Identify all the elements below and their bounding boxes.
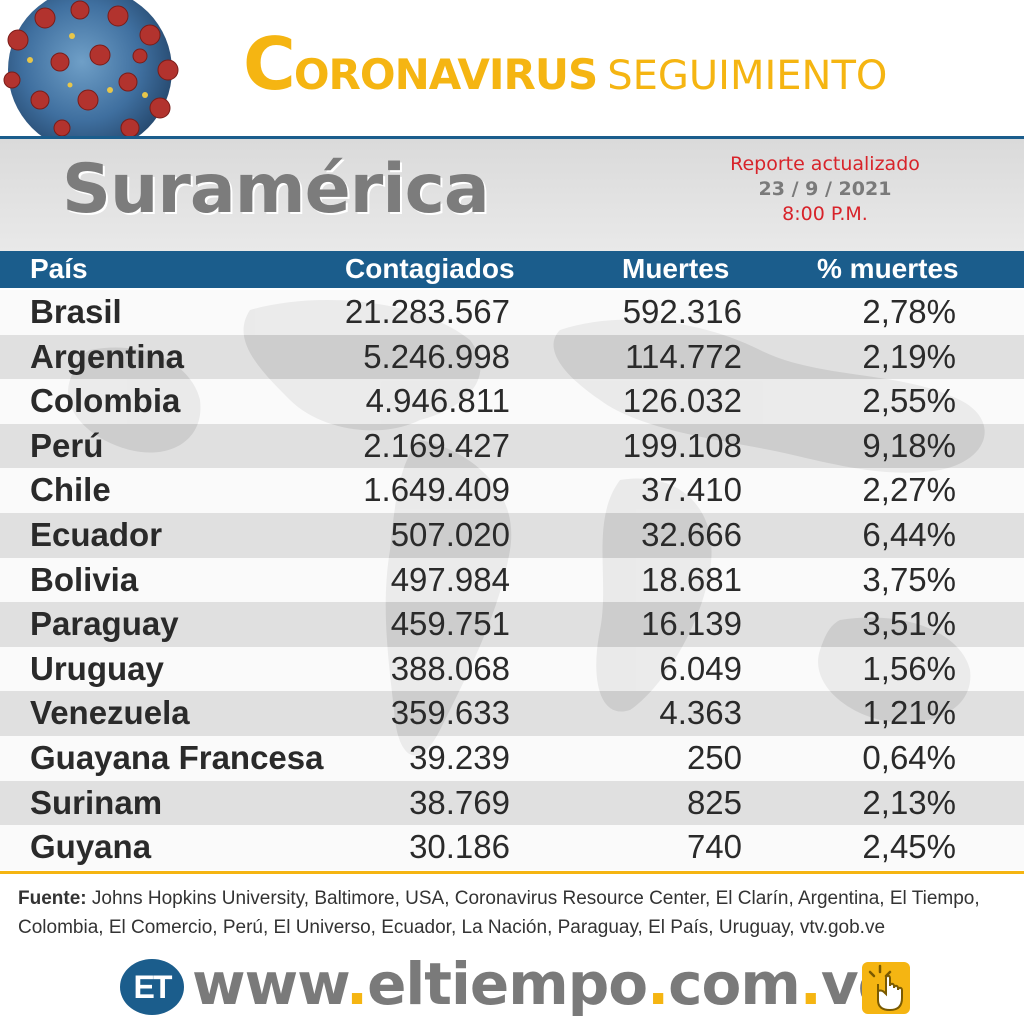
cell-pct-muertes: 3,75%: [862, 560, 956, 598]
source-note: Fuente: Johns Hopkins University, Baltim…: [18, 884, 1008, 942]
cell-contagiados: 2.169.427: [363, 426, 510, 464]
cell-pais: Guayana Francesa: [30, 739, 324, 776]
cell-pct-muertes: 2,45%: [862, 828, 956, 866]
cell-pais: Argentina: [30, 337, 185, 375]
column-header-muertes: Muertes: [622, 253, 730, 284]
cell-pct-muertes: 1,21%: [862, 694, 956, 732]
source-text: Johns Hopkins University, Baltimore, USA…: [18, 888, 980, 938]
table-row: Guyana 30.186 740 2,45%: [0, 825, 1024, 870]
table-row: Chile 1.649.409 37.410 2,27%: [0, 468, 1024, 513]
cell-pct-muertes: 2,78%: [862, 293, 956, 330]
cell-muertes: 18.681: [641, 560, 742, 598]
cell-pais: Surinam: [30, 783, 163, 821]
report-date: 23 / 9 / 2021: [758, 178, 892, 200]
subheader-band: [0, 139, 1024, 251]
title-word-coronavirus: ORONAVIRUS: [293, 50, 598, 99]
cell-contagiados: 38.769: [409, 783, 510, 821]
cell-muertes: 199.108: [622, 426, 742, 464]
cell-pct-muertes: 2,19%: [862, 337, 956, 375]
table-row: Bolivia 497.984 18.681 3,75%: [0, 557, 1024, 603]
table-bottom-divider: [0, 871, 1024, 874]
cell-pct-muertes: 1,56%: [862, 649, 956, 687]
cell-pct-muertes: 2,27%: [862, 471, 956, 509]
cell-pais: Brasil: [30, 293, 122, 330]
cell-contagiados: 1.649.409: [363, 471, 510, 509]
et-logo: ET: [120, 959, 184, 1015]
site-com: com: [668, 950, 801, 1018]
report-label: Reporte actualizado: [730, 153, 920, 175]
cell-pct-muertes: 3,51%: [862, 605, 956, 643]
cell-muertes: 126.032: [622, 382, 742, 420]
page-title: CORONAVIRUS SEGUIMIENTO: [243, 22, 887, 106]
site-dot-3: .: [799, 950, 822, 1018]
title-word-seguimiento: SEGUIMIENTO: [607, 53, 888, 99]
table-row: Perú 2.169.427 199.108 9,18%: [0, 423, 1024, 469]
cell-muertes: 825: [686, 783, 742, 821]
cell-contagiados: 459.751: [390, 605, 510, 643]
cell-pct-muertes: 2,55%: [862, 382, 956, 420]
cell-muertes: 4.363: [659, 694, 742, 732]
table-row: Guayana Francesa 39.239 250 0,64%: [0, 736, 1024, 781]
table-row: Paraguay 459.751 16.139 3,51%: [0, 602, 1024, 647]
site-www: www: [192, 950, 347, 1018]
coronavirus-icon: [0, 0, 200, 138]
table-row: Surinam 38.769 825 2,13%: [0, 780, 1024, 826]
cell-pais: Perú: [30, 426, 104, 464]
cell-muertes: 592.316: [622, 293, 742, 330]
title-initial: C: [243, 22, 296, 106]
cell-pais: Venezuela: [30, 694, 190, 732]
table-body: Brasil 21.283.567 592.316 2,78% Argentina 5.2…: [0, 290, 1024, 870]
cell-muertes: 32.666: [641, 516, 742, 553]
cell-pais: Colombia: [30, 382, 181, 420]
cell-contagiados: 507.020: [390, 516, 510, 553]
cell-contagiados: 4.946.811: [365, 382, 510, 420]
table-row: Brasil 21.283.567 592.316 2,78%: [0, 290, 1024, 335]
cell-pais: Chile: [30, 471, 111, 509]
cell-contagiados: 359.633: [390, 694, 510, 732]
cell-pct-muertes: 0,64%: [862, 739, 956, 776]
region-title: Suramérica: [62, 150, 490, 229]
header-divider: [0, 136, 1024, 139]
cell-pct-muertes: 9,18%: [862, 426, 956, 464]
site-dot-1: .: [346, 950, 368, 1018]
column-header-pais: País: [30, 253, 88, 284]
hand-click-icon[interactable]: [862, 962, 910, 1014]
cell-muertes: 740: [686, 828, 742, 866]
cell-pais: Ecuador: [30, 516, 163, 553]
cell-contagiados: 388.068: [390, 649, 510, 687]
header: CORONAVIRUS SEGUIMIENTO: [0, 0, 1024, 139]
cell-muertes: 114.772: [625, 337, 742, 375]
cell-contagiados: 30.186: [409, 828, 510, 866]
cell-muertes: 16.139: [641, 605, 742, 643]
cell-contagiados: 21.283.567: [344, 293, 510, 330]
cell-muertes: 37.410: [641, 471, 742, 509]
source-label: Fuente:: [18, 888, 87, 909]
table-row: Uruguay 388.068 6.049 1,56%: [0, 646, 1024, 692]
cell-muertes: 6.049: [659, 649, 742, 687]
cell-pais: Paraguay: [30, 605, 179, 643]
cell-pct-muertes: 2,13%: [862, 783, 956, 821]
site-domain: eltiempo: [367, 950, 648, 1018]
cell-pct-muertes: 6,44%: [862, 516, 956, 553]
table-row: Colombia 4.946.811 126.032 2,55%: [0, 379, 1024, 424]
cell-pais: Guyana: [30, 828, 152, 866]
report-time: 8:00 P.M.: [782, 203, 868, 225]
table-row: Ecuador 507.020 32.666 6,44%: [0, 513, 1024, 558]
report-info: Reporte actualizado 23 / 9 / 2021 8:00 P…: [700, 152, 950, 227]
table-row: Argentina 5.246.998 114.772 2,19%: [0, 334, 1024, 380]
cell-contagiados: 497.984: [390, 560, 510, 598]
cell-contagiados: 5.246.998: [363, 337, 510, 375]
site-dot-2: .: [647, 950, 669, 1018]
column-header-pct-muertes: % muertes: [817, 253, 959, 284]
cell-contagiados: 39.239: [409, 739, 510, 776]
table-header: País Contagiados Muertes % muertes: [0, 251, 1024, 288]
cell-muertes: 250: [686, 739, 742, 776]
website-link[interactable]: www.eltiempo.com.ve: [192, 950, 897, 1018]
column-header-contagiados: Contagiados: [345, 253, 515, 284]
table-row: Venezuela 359.633 4.363 1,21%: [0, 691, 1024, 736]
cell-pais: Uruguay: [30, 649, 164, 687]
cell-pais: Bolivia: [30, 560, 139, 598]
